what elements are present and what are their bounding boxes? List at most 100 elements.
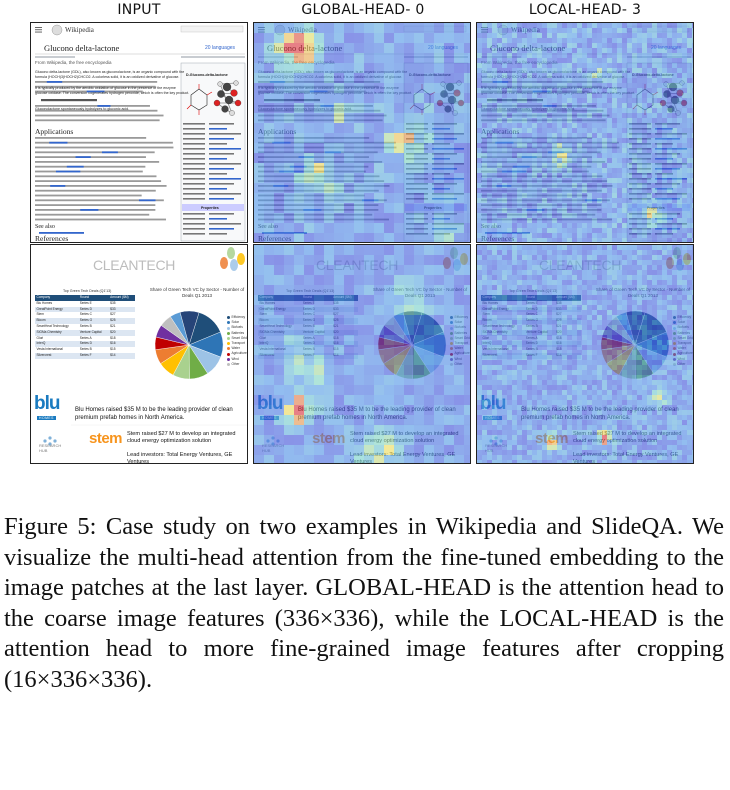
body-text-line [35,170,143,173]
decorative-leaf [450,247,458,259]
table-cell: $21 [110,323,116,328]
body-link[interactable] [80,209,99,211]
body-link[interactable] [272,141,291,144]
article-line: formula (HOCH)3(HOCH2)CHCO2. A colorless… [35,75,180,79]
molecule-structure-image [186,84,213,115]
body-link[interactable] [303,209,322,211]
decorative-leaf [453,259,461,271]
languages-button[interactable]: 20 languages [205,45,236,51]
infobox-row-value [432,183,457,185]
infobox-row-value [655,153,680,155]
search-bar[interactable] [626,25,690,33]
legend-swatch [450,362,453,366]
infobox-row-value [209,148,241,150]
body-link[interactable] [361,199,379,202]
research-hub-logo: RESEARCH HUB [485,443,507,453]
article-tabs[interactable] [35,56,75,58]
infobox-row-label [406,193,428,195]
infobox-row-label [183,123,205,125]
body-link[interactable] [526,209,545,211]
wikipedia-logo: Wikipedia [288,26,317,34]
body-link[interactable] [547,151,564,154]
infobox-row-label [629,198,651,200]
article-tabs[interactable] [481,56,521,58]
menu-icon [35,27,42,28]
column-header-local-head: LOCAL-HEAD- 3 [528,2,642,18]
wikipedia-logo: Wikipedia [511,26,540,34]
body-text-line [258,114,387,117]
body-link[interactable] [324,151,341,154]
body-text-line [258,119,383,122]
body-link[interactable] [289,165,307,168]
infobox-row-label [629,233,651,235]
table-row: GreatPoint Energy Series D $33 [35,306,135,313]
legend-entry: Biofuels [227,325,247,330]
deals-table-title: Top Green Tech Deals (Q1'13) [286,289,335,293]
body-text-line [258,170,366,173]
body-link[interactable] [269,81,286,83]
view-tabs[interactable] [627,56,691,58]
body-link[interactable] [273,185,289,187]
body-link[interactable] [298,156,314,158]
infobox-row-value [209,153,234,155]
article-line: Gluconolactone spontaneously hydrolyzes … [481,107,576,111]
view-tabs[interactable] [181,56,245,58]
table-cell: $16 [108,341,135,348]
view-tabs[interactable] [404,56,468,58]
body-text-line [481,204,602,206]
body-link[interactable] [49,141,68,144]
body-link[interactable] [97,105,111,107]
legend-entry: Other [673,362,693,367]
legend-label: Agriculture [231,351,247,356]
body-link[interactable] [278,170,304,173]
languages-button[interactable]: 20 languages [428,45,459,51]
pie-title: Share of Green Tech VC by Sector - Numbe… [149,287,245,298]
table-row: Vesta International Series B $15 [35,347,135,353]
deals-table-title: Top Green Tech Deals (Q1'13) [509,289,558,293]
see-also-link[interactable] [39,232,84,234]
infobox-row-value [209,173,227,175]
body-link[interactable] [46,81,63,83]
article-line: glucose oxidase. The conversion cogenera… [481,91,636,95]
search-bar[interactable] [403,25,467,33]
slide-panel-input: CLEANTECH Top Green Tech Deals (Q1'13) C… [30,244,248,464]
languages-button[interactable]: 20 languages [651,45,682,51]
table-row: Silvercrest Series F $14 [35,352,135,359]
body-link[interactable] [496,185,512,187]
body-link[interactable] [86,90,105,93]
body-link[interactable] [495,141,514,144]
infobox-row-value [655,163,687,165]
deals-table-title: Top Green Tech Deals (Q1'13) [63,289,112,293]
infobox-row-label [406,228,428,230]
body-text-line [35,175,157,178]
body-text-line [481,119,606,122]
body-link[interactable] [138,199,156,202]
body-link[interactable] [66,165,84,168]
pie-chart [377,310,447,380]
infobox-row-label [183,153,205,155]
infobox-row-value [655,193,687,195]
body-link[interactable] [584,199,602,202]
wiki-page-graphics [35,24,246,242]
body-text-line [35,151,155,154]
infobox-row-value [655,223,687,225]
menu-icon [481,27,488,28]
body-link[interactable] [101,151,118,154]
table-row: Silvercrest Series F $14 [481,352,581,359]
body-link[interactable] [512,165,530,168]
legend-swatch [450,336,453,340]
homes-tag: HOMES [483,416,502,420]
article-tabs[interactable] [258,56,298,58]
stem-news: Stem raised $27 M to develop an integrat… [573,431,682,444]
body-link[interactable] [492,81,509,83]
infobox-row-label [406,168,428,170]
body-link[interactable] [50,185,66,187]
body-link[interactable] [75,156,91,158]
body-link[interactable] [501,170,527,173]
decorative-leaf [666,257,674,269]
body-text-line [35,109,158,112]
body-link[interactable] [521,156,537,158]
body-link[interactable] [55,170,81,173]
search-bar[interactable] [180,25,244,33]
blu-homes-logo: blu [34,393,60,414]
